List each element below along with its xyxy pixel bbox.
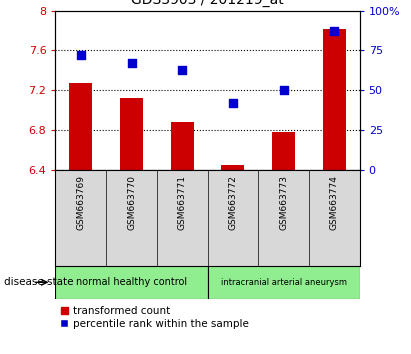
Text: GSM663771: GSM663771 — [178, 175, 187, 230]
Legend: transformed count, percentile rank within the sample: transformed count, percentile rank withi… — [61, 306, 249, 329]
Bar — [55, 266, 208, 299]
Bar — [323, 29, 346, 170]
Text: GSM663773: GSM663773 — [279, 175, 288, 230]
Bar — [222, 165, 244, 170]
Text: GSM663770: GSM663770 — [127, 175, 136, 230]
Text: intracranial arterial aneurysm: intracranial arterial aneurysm — [221, 278, 346, 287]
Point — [78, 52, 84, 58]
Text: GSM663769: GSM663769 — [76, 175, 85, 230]
Text: GSM663774: GSM663774 — [330, 175, 339, 230]
Point — [280, 87, 287, 93]
Point — [331, 29, 337, 34]
Bar — [171, 122, 194, 170]
Bar — [272, 132, 295, 170]
Point — [128, 60, 135, 66]
Title: GDS3903 / 201219_at: GDS3903 / 201219_at — [131, 0, 284, 7]
Point — [230, 100, 236, 106]
Bar — [120, 98, 143, 170]
Point — [179, 67, 185, 72]
Text: disease state: disease state — [4, 277, 74, 287]
Text: normal healthy control: normal healthy control — [76, 277, 187, 287]
Text: GSM663772: GSM663772 — [229, 175, 238, 230]
Bar — [69, 83, 92, 170]
Bar — [208, 266, 360, 299]
